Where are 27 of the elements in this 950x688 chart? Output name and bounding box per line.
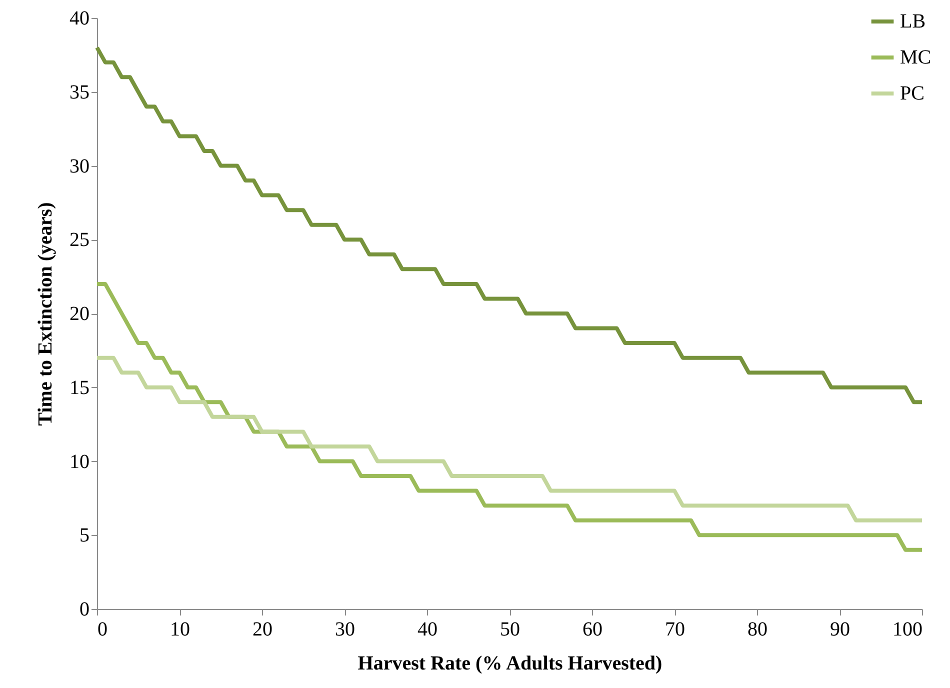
y-tick-label: 20 bbox=[70, 303, 90, 325]
x-tick-label: 50 bbox=[500, 618, 520, 640]
y-tick-label: 30 bbox=[70, 155, 90, 178]
x-tick-label: 80 bbox=[748, 618, 768, 640]
x-tick-label: 100 bbox=[892, 618, 922, 640]
x-axis-title: Harvest Rate (% Adults Harvested) bbox=[358, 652, 662, 674]
line-series bbox=[95, 282, 924, 552]
y-tick-label: 40 bbox=[70, 8, 90, 30]
x-tick-label: 60 bbox=[582, 618, 602, 640]
y-tick-label: 10 bbox=[70, 450, 90, 473]
legend-label: LB bbox=[900, 10, 926, 32]
x-tick-label: 70 bbox=[665, 618, 685, 640]
line-series bbox=[95, 356, 924, 522]
legend-label: PC bbox=[900, 82, 924, 104]
x-tick-label: 40 bbox=[418, 618, 438, 640]
y-tick-label: 25 bbox=[70, 229, 90, 252]
y-axis-title: Time to Extinction (years) bbox=[34, 202, 56, 426]
x-tick-label: 10 bbox=[170, 618, 190, 640]
x-tick-label: 20 bbox=[252, 618, 272, 640]
x-tick-label: 90 bbox=[830, 618, 850, 640]
y-tick-label: 15 bbox=[70, 376, 90, 399]
y-tick-label: 5 bbox=[80, 524, 90, 547]
x-tick-label: 0 bbox=[98, 618, 108, 640]
legend-label: MC bbox=[900, 46, 932, 68]
y-tick-label: 0 bbox=[80, 598, 90, 620]
x-tick-label: 30 bbox=[335, 618, 355, 640]
y-tick-label: 35 bbox=[70, 81, 90, 104]
